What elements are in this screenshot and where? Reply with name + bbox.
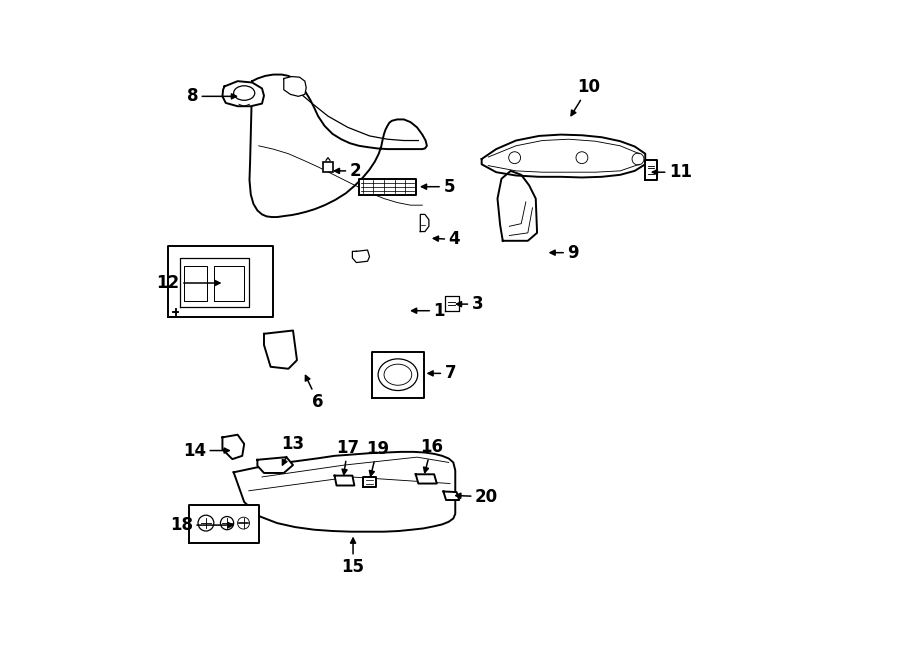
Polygon shape <box>180 258 248 307</box>
Text: 18: 18 <box>170 516 233 534</box>
Polygon shape <box>257 457 293 473</box>
Text: 3: 3 <box>456 295 483 313</box>
Polygon shape <box>167 246 274 317</box>
Polygon shape <box>373 352 424 398</box>
Polygon shape <box>222 435 244 459</box>
Text: 6: 6 <box>305 375 324 411</box>
Text: 15: 15 <box>341 538 365 576</box>
Polygon shape <box>359 178 416 194</box>
Text: 11: 11 <box>652 163 692 181</box>
Polygon shape <box>445 296 459 311</box>
Text: 17: 17 <box>337 439 359 475</box>
Polygon shape <box>416 475 436 484</box>
Text: 1: 1 <box>411 301 445 320</box>
Polygon shape <box>249 75 427 217</box>
Polygon shape <box>335 476 355 486</box>
Polygon shape <box>190 505 258 543</box>
Polygon shape <box>645 161 657 180</box>
Polygon shape <box>284 77 306 97</box>
Text: 20: 20 <box>455 488 499 506</box>
Text: 14: 14 <box>183 442 230 459</box>
Text: 10: 10 <box>572 79 600 116</box>
Polygon shape <box>234 452 455 531</box>
Polygon shape <box>363 477 376 487</box>
Text: 2: 2 <box>335 162 362 180</box>
Text: 4: 4 <box>434 231 460 249</box>
Text: 5: 5 <box>421 178 454 196</box>
Text: 13: 13 <box>282 434 304 465</box>
Polygon shape <box>420 214 429 231</box>
Text: 19: 19 <box>366 440 389 476</box>
Text: 7: 7 <box>428 364 456 382</box>
Polygon shape <box>498 171 537 241</box>
Polygon shape <box>222 81 264 106</box>
Text: 12: 12 <box>157 274 220 292</box>
Polygon shape <box>444 491 459 500</box>
Text: 16: 16 <box>420 438 443 473</box>
Polygon shape <box>353 250 370 262</box>
Polygon shape <box>482 135 645 177</box>
Text: 8: 8 <box>186 87 237 105</box>
Polygon shape <box>264 330 297 369</box>
Text: 9: 9 <box>550 244 579 262</box>
